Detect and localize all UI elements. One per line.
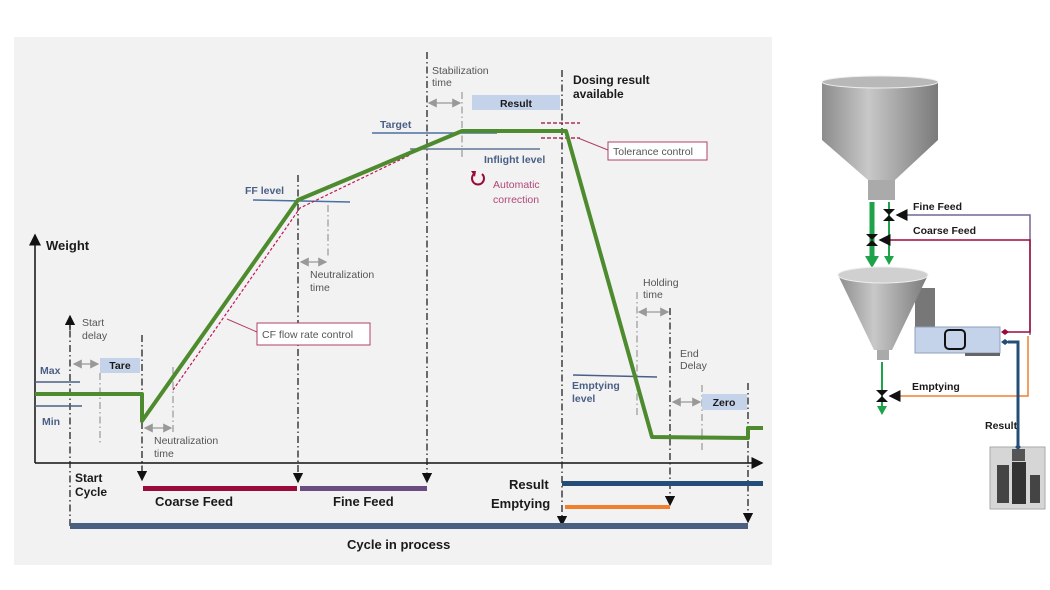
- result-label: Result: [509, 477, 549, 492]
- neutralization-2-label-2: time: [310, 282, 330, 294]
- weigh-hopper-neck: [877, 350, 889, 360]
- neutralization-2-label: Neutralization: [310, 269, 374, 281]
- emptying-signal-label: Emptying: [912, 381, 960, 393]
- emptying-flow-arrowhead: [877, 406, 887, 415]
- result-signal-line: [1008, 340, 1020, 448]
- zero-label: Zero: [713, 397, 736, 409]
- load-cell-window: [944, 329, 966, 350]
- start-delay-label-2: delay: [82, 330, 108, 342]
- result-bar: [562, 481, 763, 486]
- end-delay-label-2: Delay: [680, 360, 708, 372]
- start-delay-label: Start: [82, 317, 104, 329]
- automatic-correction-icon: [471, 173, 485, 186]
- coarse-flow-arrowhead: [865, 256, 879, 268]
- tolerance-callout-leader: [577, 137, 609, 151]
- supply-neck: [868, 180, 895, 200]
- start-cycle-label: Start: [75, 471, 102, 485]
- end-delay-label: End: [680, 348, 699, 360]
- cf-callout-leader: [226, 318, 258, 333]
- dosing-result-label: Dosing result: [573, 73, 650, 87]
- cf-flow-rate-callout: [256, 322, 371, 346]
- machine-schematic: Fine Feed Coarse Feed Emptying Result: [821, 75, 1046, 510]
- fine-feed-valve-icon: [883, 209, 895, 221]
- stabilization-label: Stabilization: [432, 65, 489, 77]
- fine-feed-bar: [300, 486, 427, 491]
- holding-time-label-2: time: [643, 289, 663, 301]
- tare-box: [100, 358, 140, 373]
- start-cycle-label-2: Cycle: [75, 485, 107, 499]
- load-cell-base: [965, 353, 1000, 356]
- plc-controller: [989, 444, 1046, 510]
- coarse-feed-label: Coarse Feed: [155, 494, 233, 509]
- dosing-result-label-2: available: [573, 87, 624, 101]
- emptying-signal-line: [888, 336, 1029, 402]
- ff-level-label: FF level: [245, 185, 284, 197]
- supply-hopper: [822, 82, 938, 180]
- result-signal-label: Result: [985, 420, 1018, 432]
- tolerance-callout: [607, 141, 708, 161]
- load-cell-connector-blue: [1001, 339, 1009, 345]
- emptying-valve-icon: [876, 390, 888, 402]
- max-label: Max: [40, 365, 61, 377]
- cf-flow-rate-label: CF flow rate control: [262, 329, 353, 341]
- y-axis-label: Weight: [46, 238, 90, 253]
- automatic-correction-arrowhead: [471, 171, 476, 177]
- neutralization-1-label-2: time: [154, 448, 174, 460]
- cycle-in-process-label: Cycle in process: [347, 537, 450, 552]
- cf-flow-rate-curve: [172, 154, 411, 391]
- stabilization-label-2: time: [432, 77, 452, 89]
- fine-flow-arrowhead: [884, 256, 894, 265]
- auto-correction-label: Automatic: [493, 179, 540, 191]
- cycle-bar: [70, 523, 748, 529]
- load-cell-connector-red: [1001, 329, 1009, 335]
- auto-correction-label-2: correction: [493, 194, 539, 206]
- emptying-level-line: [572, 374, 658, 378]
- coarse-feed-signal-line: [878, 234, 1031, 333]
- result-box: [472, 95, 560, 110]
- target-label: Target: [380, 119, 412, 131]
- emptying-bar: [565, 505, 670, 509]
- weigh-hopper: [838, 275, 928, 350]
- weight-curve: [35, 129, 763, 440]
- ff-level-line: [252, 199, 351, 203]
- zero-box: [702, 394, 747, 410]
- emptying-label: Emptying: [491, 496, 550, 511]
- fine-feed-signal-label: Fine Feed: [913, 201, 962, 213]
- coarse-feed-signal-label: Coarse Feed: [913, 225, 976, 237]
- holding-time-label: Holding: [643, 277, 679, 289]
- tare-label: Tare: [109, 360, 131, 372]
- coarse-feed-valve-icon: [866, 234, 878, 246]
- inflight-label: Inflight level: [484, 154, 545, 166]
- load-cell-bracket: [915, 288, 935, 330]
- min-label: Min: [42, 416, 60, 428]
- coarse-feed-bar: [143, 486, 297, 491]
- tolerance-label: Tolerance control: [613, 146, 693, 158]
- fine-feed-label: Fine Feed: [333, 494, 394, 509]
- neutralization-1-label: Neutralization: [154, 435, 218, 447]
- emptying-level-label-2: level: [572, 393, 595, 405]
- emptying-level-label: Emptying: [572, 380, 620, 392]
- result-box-label: Result: [500, 98, 533, 110]
